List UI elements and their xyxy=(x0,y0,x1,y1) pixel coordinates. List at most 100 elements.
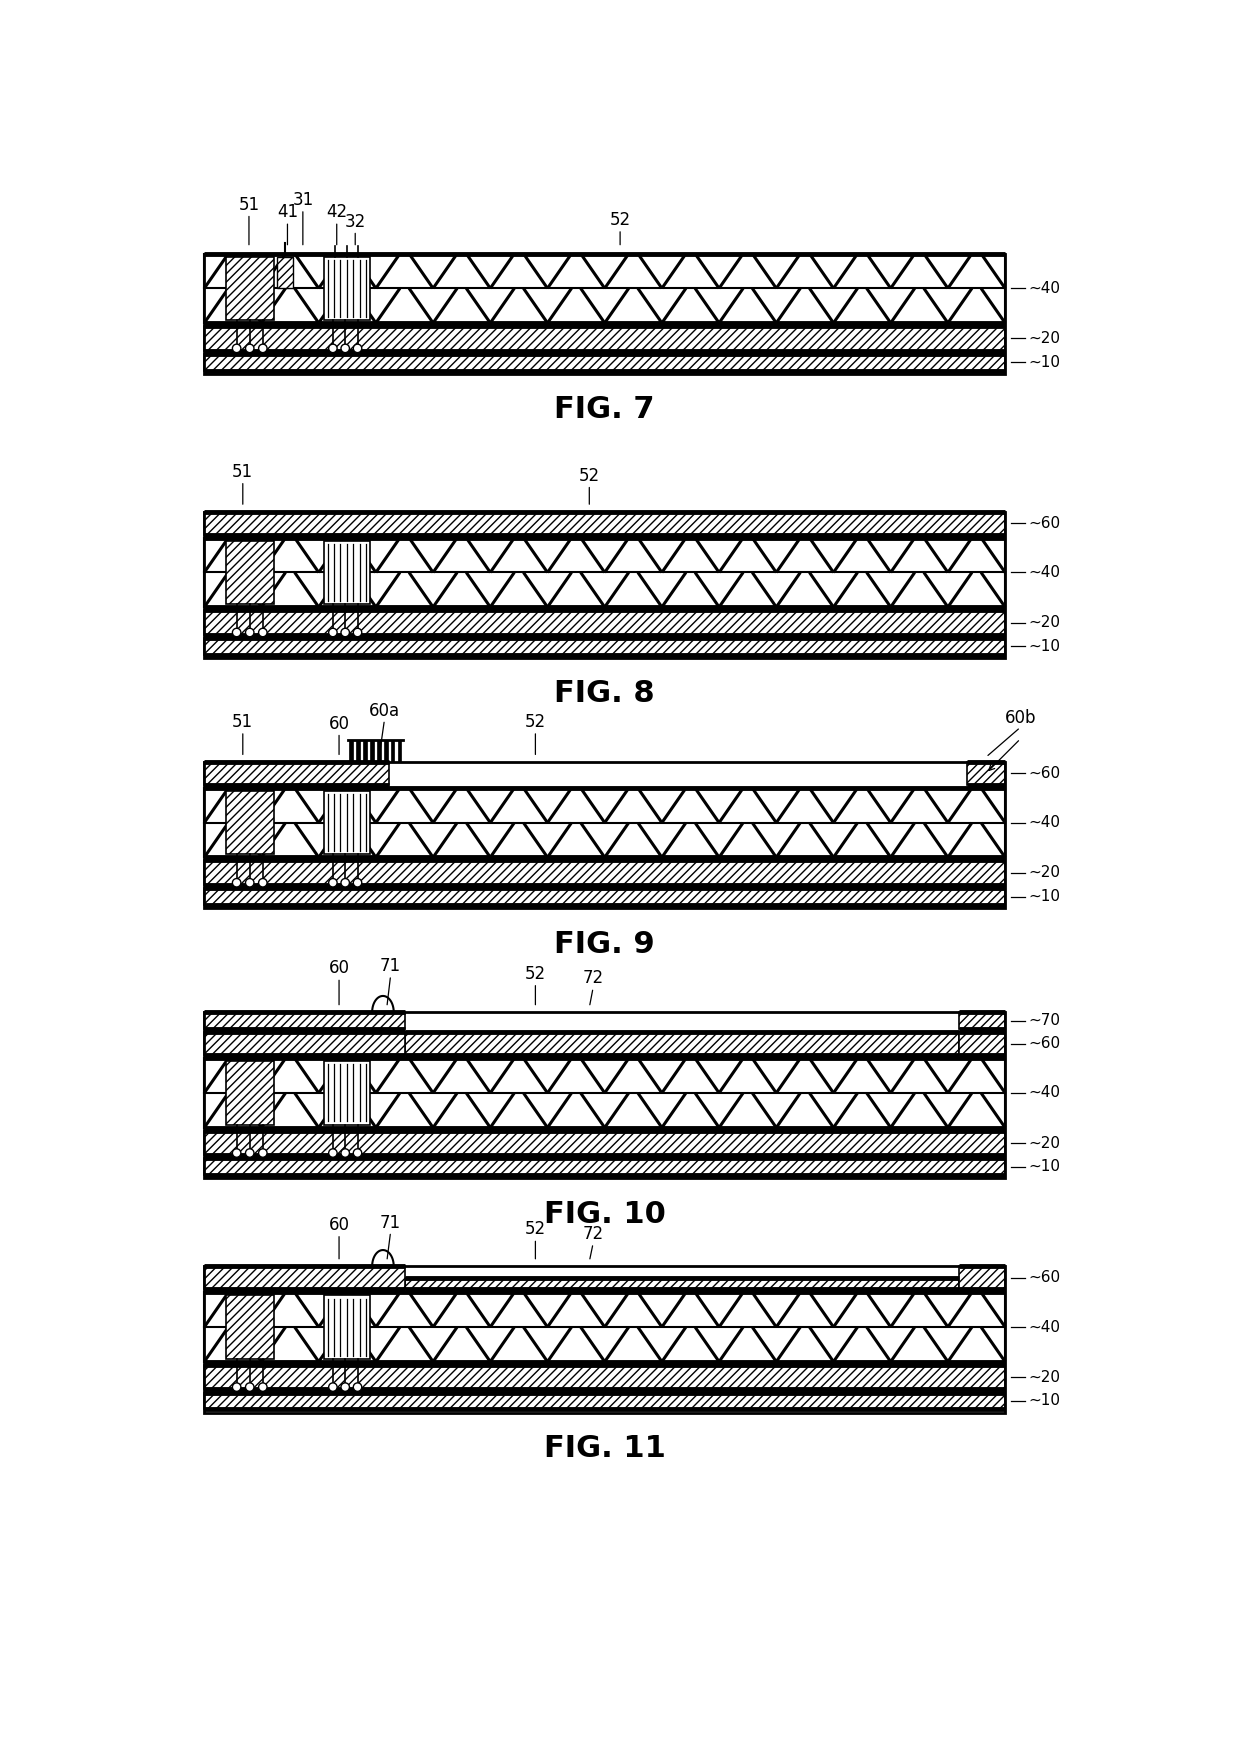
Circle shape xyxy=(246,879,254,888)
Circle shape xyxy=(259,343,267,352)
Text: 51: 51 xyxy=(238,195,259,213)
Text: 52: 52 xyxy=(525,1220,546,1238)
Text: FIG. 11: FIG. 11 xyxy=(544,1433,666,1463)
Bar xyxy=(205,1032,404,1055)
Text: 52: 52 xyxy=(525,965,546,983)
Text: 72: 72 xyxy=(583,970,604,988)
Bar xyxy=(278,257,293,289)
Bar xyxy=(205,1293,1006,1361)
Circle shape xyxy=(246,1148,254,1157)
Bar xyxy=(205,254,1006,322)
Circle shape xyxy=(232,879,241,888)
Bar xyxy=(324,1296,370,1359)
Text: 71: 71 xyxy=(381,958,402,976)
Text: FIG. 7: FIG. 7 xyxy=(554,396,655,424)
Bar xyxy=(959,1013,1006,1028)
Bar xyxy=(967,763,1006,785)
Circle shape xyxy=(259,629,267,637)
Circle shape xyxy=(353,879,362,888)
Bar xyxy=(205,1013,404,1028)
Bar xyxy=(226,541,274,604)
Text: ~10: ~10 xyxy=(1028,354,1060,370)
Circle shape xyxy=(341,629,350,637)
Bar xyxy=(205,1365,1006,1389)
Bar xyxy=(205,789,1006,858)
Bar xyxy=(356,740,360,763)
Circle shape xyxy=(329,1148,337,1157)
Text: ~20: ~20 xyxy=(1028,331,1060,345)
Bar xyxy=(404,1032,959,1055)
Circle shape xyxy=(329,629,337,637)
Text: ~20: ~20 xyxy=(1028,865,1060,880)
Text: 60: 60 xyxy=(329,715,350,733)
Circle shape xyxy=(353,629,362,637)
Bar xyxy=(959,1032,1006,1055)
Bar xyxy=(350,740,353,763)
Bar xyxy=(205,354,1006,372)
Bar xyxy=(404,1278,959,1289)
Circle shape xyxy=(232,1382,241,1391)
Circle shape xyxy=(232,629,241,637)
Text: ~20: ~20 xyxy=(1028,1136,1060,1150)
Text: ~10: ~10 xyxy=(1028,1159,1060,1175)
Text: 52: 52 xyxy=(610,211,631,229)
Text: 60: 60 xyxy=(329,1215,350,1234)
Bar xyxy=(377,740,381,763)
Bar xyxy=(205,326,1006,350)
Text: ~40: ~40 xyxy=(1028,1319,1060,1335)
Text: 42: 42 xyxy=(326,203,347,222)
Circle shape xyxy=(353,343,362,352)
Circle shape xyxy=(259,879,267,888)
Bar xyxy=(205,888,1006,905)
Text: ~40: ~40 xyxy=(1028,280,1060,296)
Circle shape xyxy=(353,1382,362,1391)
Bar xyxy=(205,1159,1006,1175)
Bar xyxy=(324,257,370,321)
Text: 72: 72 xyxy=(583,1226,604,1243)
Text: ~20: ~20 xyxy=(1028,615,1060,630)
Circle shape xyxy=(341,1148,350,1157)
Circle shape xyxy=(341,343,350,352)
Text: ~10: ~10 xyxy=(1028,889,1060,903)
Bar xyxy=(205,861,1006,886)
Text: 60a: 60a xyxy=(370,701,401,720)
Bar xyxy=(383,740,388,763)
Text: 60: 60 xyxy=(329,960,350,977)
Circle shape xyxy=(246,1382,254,1391)
Bar xyxy=(205,537,1006,608)
Text: 52: 52 xyxy=(525,713,546,731)
Bar xyxy=(324,791,370,854)
Bar xyxy=(205,1013,1006,1178)
Bar xyxy=(959,1266,1006,1289)
Circle shape xyxy=(232,343,241,352)
Text: ~70: ~70 xyxy=(1028,1013,1060,1028)
Bar xyxy=(205,1266,404,1289)
Bar xyxy=(205,1131,1006,1155)
Circle shape xyxy=(329,343,337,352)
Text: 32: 32 xyxy=(345,213,366,231)
Bar xyxy=(226,257,274,321)
Bar xyxy=(324,1062,370,1125)
Text: 51: 51 xyxy=(232,713,253,731)
Bar xyxy=(205,1266,1006,1412)
Text: FIG. 9: FIG. 9 xyxy=(554,930,655,958)
Bar xyxy=(226,1296,274,1359)
Circle shape xyxy=(246,629,254,637)
Bar xyxy=(205,763,1006,909)
Text: ~60: ~60 xyxy=(1028,1035,1060,1051)
Circle shape xyxy=(341,1382,350,1391)
Bar xyxy=(205,512,1006,659)
Bar xyxy=(226,1062,274,1125)
Bar xyxy=(205,512,1006,535)
Text: 52: 52 xyxy=(579,467,600,484)
Circle shape xyxy=(329,1382,337,1391)
Text: ~40: ~40 xyxy=(1028,1085,1060,1101)
Text: ~60: ~60 xyxy=(1028,1270,1060,1286)
Text: 60b: 60b xyxy=(1004,710,1037,727)
Bar xyxy=(205,763,389,785)
Bar xyxy=(205,609,1006,634)
Text: ~60: ~60 xyxy=(1028,766,1060,780)
Circle shape xyxy=(259,1148,267,1157)
Bar xyxy=(205,637,1006,655)
Bar xyxy=(226,791,274,854)
